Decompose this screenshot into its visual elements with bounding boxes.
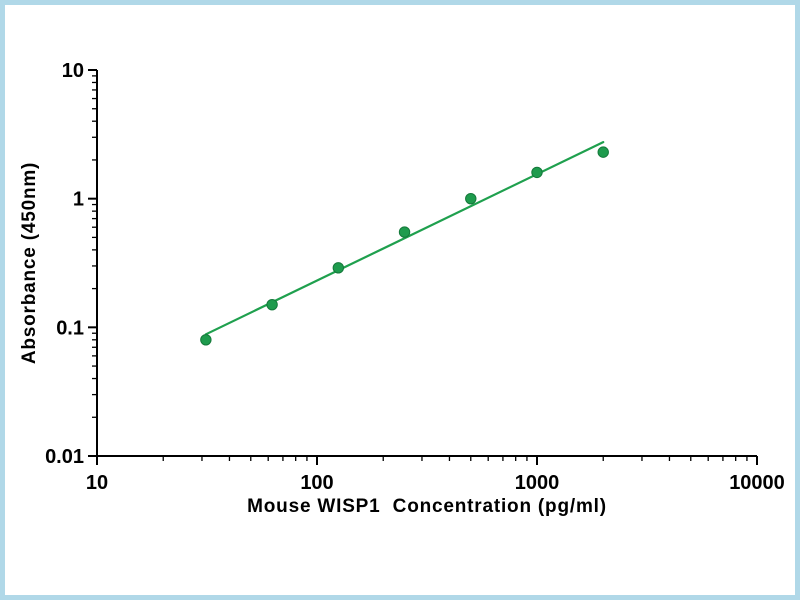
data-point <box>597 146 609 158</box>
x-tick-label: 10000 <box>729 472 785 494</box>
x-tick-label: 100 <box>300 472 333 494</box>
tick-labels: 10 100 1000 10000 10 1 0.1 0.01 <box>45 60 785 494</box>
x-axis-title: Mouse WISP1 Concentration (pg/ml) <box>247 496 607 517</box>
y-tick-label: 0.01 <box>45 446 84 468</box>
data-point <box>332 262 345 274</box>
data-point <box>266 298 278 311</box>
x-tick-label: 1000 <box>515 472 560 494</box>
data-point <box>200 334 212 346</box>
data-point <box>465 192 477 205</box>
y-tick-label: 10 <box>62 60 84 82</box>
y-axis-title: Absorbance (450nm) <box>19 161 40 365</box>
data-point <box>531 166 543 179</box>
axes <box>96 70 757 457</box>
x-tick-label: 10 <box>86 472 108 494</box>
y-tick-label: 0.1 <box>56 317 84 339</box>
fit-line <box>204 141 605 336</box>
tick-marks <box>88 69 758 465</box>
data-points <box>200 146 609 346</box>
data-point <box>398 226 411 238</box>
y-tick-label: 1 <box>73 189 84 211</box>
